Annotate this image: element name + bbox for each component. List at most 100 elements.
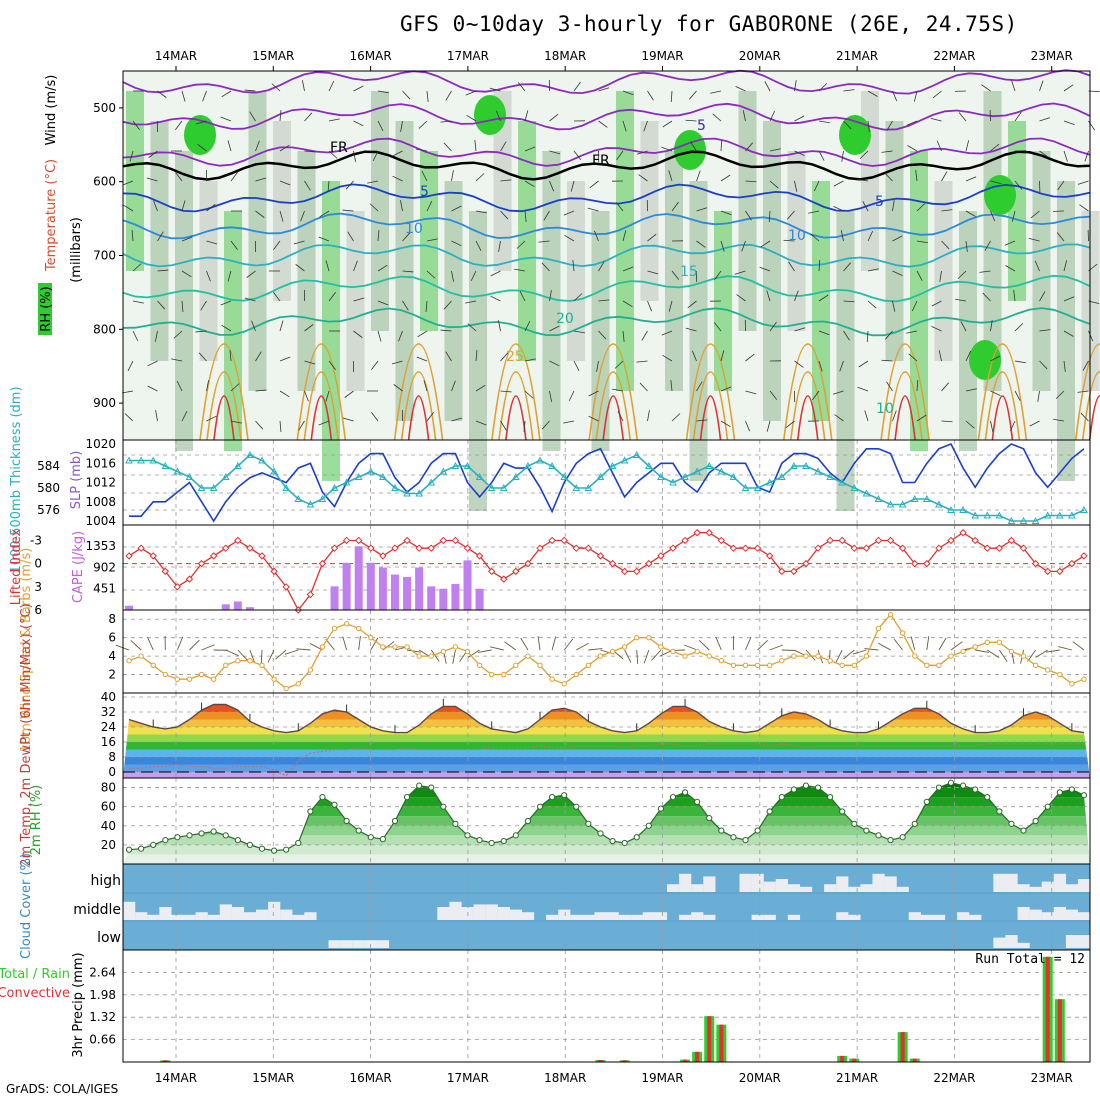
cloud-cell (836, 912, 849, 920)
wind-barb (328, 360, 336, 371)
wind-barb (1039, 360, 1048, 370)
wind-speed-marker (791, 653, 797, 659)
li-marker (765, 552, 774, 560)
rh-shade-column (199, 181, 218, 361)
li-marker (874, 536, 883, 545)
wind-barb (734, 270, 746, 275)
thickness-marker (983, 511, 992, 519)
wind-speed-marker (561, 681, 567, 687)
cape-bar (354, 546, 363, 610)
run-total-label: Run Total = 12 (975, 952, 1085, 967)
rh-shade-column (714, 211, 732, 391)
wind-speed-marker (996, 639, 1003, 645)
temperature-tick-label: 8 (108, 750, 116, 764)
slp-tick-label: 1016 (85, 456, 116, 470)
wind-barb (1037, 390, 1040, 402)
thickness-marker (717, 467, 726, 475)
li-marker (802, 559, 810, 568)
cape-bar (378, 567, 387, 610)
cloud-cell (799, 886, 813, 892)
rh-marker (500, 837, 507, 845)
wind-speed-marker (271, 676, 277, 682)
bottom-date-label: 18MAR (544, 1071, 586, 1085)
thickness-marker (197, 483, 206, 491)
cloud-cell (1053, 873, 1066, 892)
wind-barb (587, 207, 599, 212)
wind-speed-marker (1044, 667, 1051, 673)
wind-barb (859, 150, 869, 159)
wind-barb (1063, 260, 1068, 272)
wind-barb (867, 268, 879, 272)
wind-speed-marker (887, 611, 894, 618)
rh-shade-column (689, 181, 708, 481)
wind-barb (907, 145, 918, 152)
wind-barb (402, 270, 414, 273)
rh-band (123, 854, 1090, 864)
slp-tick-label: 1020 (85, 437, 116, 451)
thickness-marker (185, 472, 194, 480)
wind-barb (651, 649, 662, 661)
thickness-marker (1080, 505, 1088, 513)
li-marker (391, 544, 399, 552)
cloud-cell (836, 876, 849, 892)
wind-barb (421, 171, 428, 182)
wind-barb (862, 201, 869, 212)
wind-barb (279, 356, 291, 362)
wind-barb (696, 207, 708, 212)
isotherm-line (122, 102, 1091, 131)
rh-marker (1044, 803, 1051, 810)
cloud-level-label: middle (73, 902, 121, 918)
wind-barb (715, 636, 722, 651)
rh-marker (452, 820, 459, 827)
wind-barb (122, 180, 134, 186)
wind-barb (769, 321, 777, 332)
rh-shade-column (616, 91, 634, 391)
wind-barb (735, 85, 746, 92)
temperature-contour (400, 371, 437, 441)
wind-barb (249, 649, 256, 664)
wind-barb (279, 110, 282, 122)
cloud-cell (449, 901, 462, 920)
top-date-label: 23MAR (1031, 49, 1073, 63)
wind-barb (417, 330, 428, 338)
isotherm-line (122, 69, 1091, 95)
cloud-cell (159, 907, 172, 920)
wind-barb (1056, 232, 1065, 242)
wind-barb (1014, 323, 1024, 332)
rh-marker (367, 834, 374, 841)
wind-barb (328, 150, 338, 159)
wind-barb (588, 415, 599, 422)
wind-barb (911, 300, 918, 312)
wind-barb (451, 380, 456, 392)
wind-barb (129, 150, 134, 162)
thickness-marker (161, 461, 170, 469)
thickness-marker (584, 483, 593, 491)
cape-bar (415, 567, 424, 610)
wind-barb (470, 270, 477, 282)
wind-barb (325, 260, 330, 272)
wind-barb (275, 649, 287, 660)
thickness-marker (741, 483, 750, 491)
wind-barb (1080, 412, 1089, 422)
wind-barb (496, 110, 501, 122)
wind-barb (122, 390, 134, 394)
wind-barb (279, 180, 291, 186)
cloud-cell (280, 909, 293, 920)
chart-title: GFS 0~10day 3-hourly for GABORONE (26E, … (400, 12, 1018, 36)
wind-barb (843, 649, 855, 660)
wind-barb (146, 177, 158, 182)
wind-barb (833, 180, 844, 187)
wind-barb (892, 200, 895, 212)
thickness-marker (1055, 511, 1064, 519)
li-marker (995, 544, 1004, 552)
thickness-marker (524, 461, 532, 469)
wind-speed-marker (875, 625, 882, 632)
isotherm-line (122, 183, 1091, 213)
thickness-marker (572, 483, 581, 491)
temperature-tick-label: 32 (101, 705, 116, 719)
rh-marker (972, 786, 979, 793)
wind-barb (377, 330, 382, 342)
top-date-label: 15MAR (252, 49, 294, 63)
cloud-cell (171, 914, 184, 920)
panel-frame (122, 439, 1091, 526)
